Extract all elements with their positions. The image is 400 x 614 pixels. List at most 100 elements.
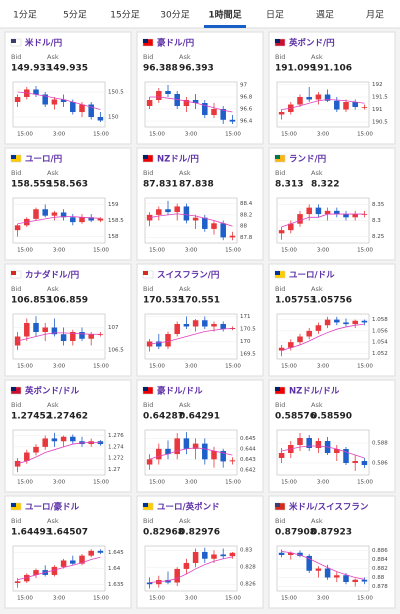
candle-body [315, 94, 322, 100]
x-tick-label: 15:00 [149, 248, 165, 254]
currency-card[interactable]: ランド/円 Bid Ask 8.313 8.322 8.25 8.3 8.35 15:00 3:0… [268, 147, 396, 261]
candle-body [211, 223, 217, 229]
candle-body [192, 217, 199, 221]
pair-name[interactable]: 豪ドル/ドル [157, 386, 203, 397]
ask-value: 1.05756 [311, 296, 352, 306]
x-tick-label: 15:00 [357, 364, 373, 370]
y-tick-label: 191.5 [372, 95, 388, 101]
ask-label: Ask [179, 169, 191, 177]
x-tick-label: 3:00 [185, 132, 198, 138]
candle-body [165, 209, 171, 213]
x-tick-label: 3:00 [317, 248, 330, 254]
tab-label[interactable]: 週足 [316, 10, 334, 21]
x-tick-label: 3:00 [53, 248, 66, 254]
candle-body [315, 568, 322, 571]
pair-name[interactable]: NZドル/円 [157, 155, 199, 165]
ask-value: 1.64507 [47, 528, 88, 538]
pair-name[interactable]: 豪ドル/円 [157, 38, 194, 49]
pair-name[interactable]: ユーロ/円 [25, 155, 62, 165]
x-tick-label: 15:00 [281, 596, 297, 602]
moving-average [281, 551, 365, 580]
pair-name[interactable]: カナダドル/円 [25, 270, 79, 281]
candle-body [334, 319, 340, 323]
x-tick-label: 15:00 [225, 596, 241, 602]
candle-body [33, 570, 39, 575]
pair-name[interactable]: 米ドル/円 [25, 38, 62, 49]
y-tick-label: 1.27 [108, 467, 121, 473]
pair-name[interactable]: ランド/円 [289, 155, 326, 165]
y-tick-label: 158 [108, 234, 119, 240]
candle-body [70, 217, 76, 223]
ask-label: Ask [179, 517, 191, 525]
y-tick-label: 171 [240, 314, 251, 320]
pair-name[interactable]: NZドル/ドル [289, 387, 340, 397]
tab-label[interactable]: 5分足 [63, 10, 87, 21]
tab-label[interactable]: 30分足 [160, 10, 189, 21]
y-tick-label: 0.828 [240, 565, 256, 571]
y-tick-label: 8.35 [372, 202, 385, 208]
x-tick-label: 3:00 [53, 480, 66, 486]
candle-body [60, 212, 67, 218]
x-tick-label: 15:00 [225, 132, 241, 138]
tab-label[interactable]: 月足 [366, 10, 384, 21]
candle-body [174, 206, 180, 213]
candle-body [288, 223, 294, 231]
ask-label: Ask [47, 285, 59, 293]
flag-part [143, 39, 148, 43]
pair-name[interactable]: ユーロ/英ポンド [157, 502, 220, 513]
candle-body [24, 452, 30, 461]
flag-part [275, 271, 280, 275]
y-tick-label: 0.826 [240, 582, 256, 588]
x-tick-label: 15:00 [225, 364, 241, 370]
pair-name[interactable]: スイスフラン/円 [157, 271, 219, 281]
x-tick-label: 15:00 [93, 364, 109, 370]
moving-average [17, 216, 101, 225]
candle-body [33, 89, 39, 95]
y-tick-label: 0.878 [372, 584, 388, 590]
candle-body [211, 324, 217, 327]
candle-body [324, 319, 331, 326]
ask-label: Ask [311, 53, 323, 61]
candle-body [183, 324, 190, 327]
candle-body [324, 94, 331, 101]
pair-name[interactable]: 英ポンド/ドル [24, 386, 80, 397]
candle-body [70, 436, 76, 442]
ask-label: Ask [47, 169, 59, 177]
candle-body [33, 323, 39, 332]
ask-value: 149.935 [47, 64, 88, 74]
y-tick-label: 97 [240, 83, 247, 89]
tab-label[interactable]: 1時間足 [208, 9, 242, 21]
chart-frame [144, 313, 238, 360]
bid-label: Bid [275, 517, 285, 525]
flag-part [143, 155, 148, 159]
pair-name[interactable]: ユーロ/豪ドル [25, 502, 80, 513]
tab-label[interactable]: 日足 [266, 10, 284, 21]
bid-value: 8.313 [275, 180, 303, 190]
flag-part [143, 271, 148, 275]
pair-name[interactable]: 米ドル/スイスフラン [289, 502, 369, 513]
tab-label[interactable]: 15分足 [110, 10, 139, 21]
y-tick-label: 1.052 [372, 351, 388, 357]
pair-name[interactable]: 英ポンド/円 [288, 38, 335, 49]
moving-average [149, 447, 233, 460]
candle-body [70, 560, 76, 564]
pair-name[interactable]: ユーロ/ドル [289, 271, 335, 281]
x-tick-label: 15:00 [225, 480, 241, 486]
y-tick-label: 1.64 [108, 566, 121, 572]
bid-value: 170.535 [143, 296, 184, 306]
tab-label[interactable]: 1分足 [13, 10, 37, 21]
